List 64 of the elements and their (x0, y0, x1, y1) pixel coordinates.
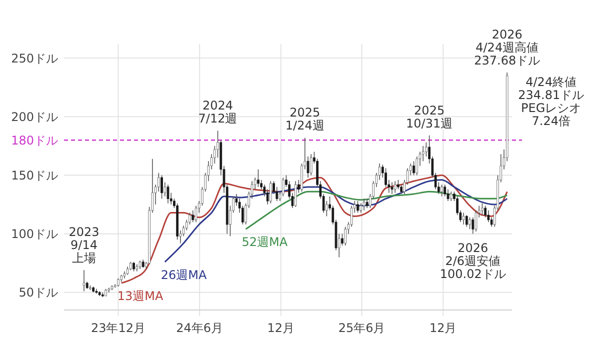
candlestick (338, 233, 340, 258)
candlestick (362, 198, 366, 211)
x-tick-label: 25年6月 (338, 321, 386, 335)
annotation: 2025 1/24週 (285, 106, 324, 133)
candlestick (412, 160, 415, 176)
candlestick (446, 188, 450, 202)
candlestick (462, 212, 465, 225)
y-tick-label: 250ドル (11, 51, 58, 66)
annotation: 2023 9/14 上場 (68, 225, 100, 266)
annotation: 2025 10/31週 (406, 103, 453, 130)
candlestick (282, 177, 284, 197)
candlestick (179, 230, 182, 244)
candlestick (294, 180, 297, 208)
candlestick (297, 180, 300, 194)
candlestick (425, 142, 428, 157)
candlestick (472, 217, 474, 234)
y-tick-label: 50ドル (18, 286, 58, 300)
candlestick (390, 182, 394, 194)
candlestick (468, 217, 471, 230)
candlestick (484, 205, 487, 218)
y-tick-label: 200ドル (11, 110, 58, 124)
candlestick (400, 184, 403, 194)
candlestick (82, 270, 86, 292)
annotation: 2026 4/24週高値 237.68ドル (474, 28, 540, 68)
candlestick (164, 182, 166, 197)
x-tick-label: 12月 (429, 321, 457, 335)
series-label: 13週MA (117, 289, 164, 304)
candlestick (366, 198, 368, 208)
x-tick-label: 23年12月 (90, 321, 146, 335)
candlestick (160, 174, 163, 200)
candlestick (450, 191, 452, 202)
series-label: 52週MA (242, 235, 288, 250)
candlestick (440, 184, 443, 197)
candlestick (481, 202, 484, 216)
x-tick-label: 12月 (267, 321, 295, 335)
x-tick-label: 24年6月 (176, 321, 224, 335)
candlestick (132, 262, 135, 272)
candlestick (394, 180, 396, 194)
candlestick (194, 205, 198, 223)
candlestick (360, 202, 362, 214)
candlestick (344, 226, 347, 246)
candlestick (422, 146, 424, 162)
y-tick-label: 150ドル (11, 168, 58, 182)
candlestick (356, 200, 359, 214)
candlestick (166, 184, 170, 204)
candlestick (465, 214, 468, 228)
candlestick (341, 233, 344, 246)
y-tick-label: 100ドル (11, 227, 58, 242)
annotation: 4/24終値 234.81ドル PEGレシオ 7.24倍 (518, 74, 584, 128)
candlestick (444, 184, 446, 197)
candlestick (397, 180, 400, 190)
candlestick (474, 210, 478, 232)
candlestick (416, 156, 418, 176)
candlestick (192, 210, 194, 223)
candlestick (257, 168, 260, 188)
candlestick (310, 154, 312, 176)
annotation: 2026 2/6週安値 100.02ドル (440, 240, 506, 281)
candlestick (269, 180, 272, 204)
ref-line-label: 180ドル (11, 133, 58, 148)
series-label: 26週MA (160, 268, 208, 282)
annotation: 2024 7/12週 (198, 98, 238, 126)
candlestick (325, 200, 328, 217)
candlestick (487, 210, 490, 223)
candlestick (266, 188, 269, 205)
